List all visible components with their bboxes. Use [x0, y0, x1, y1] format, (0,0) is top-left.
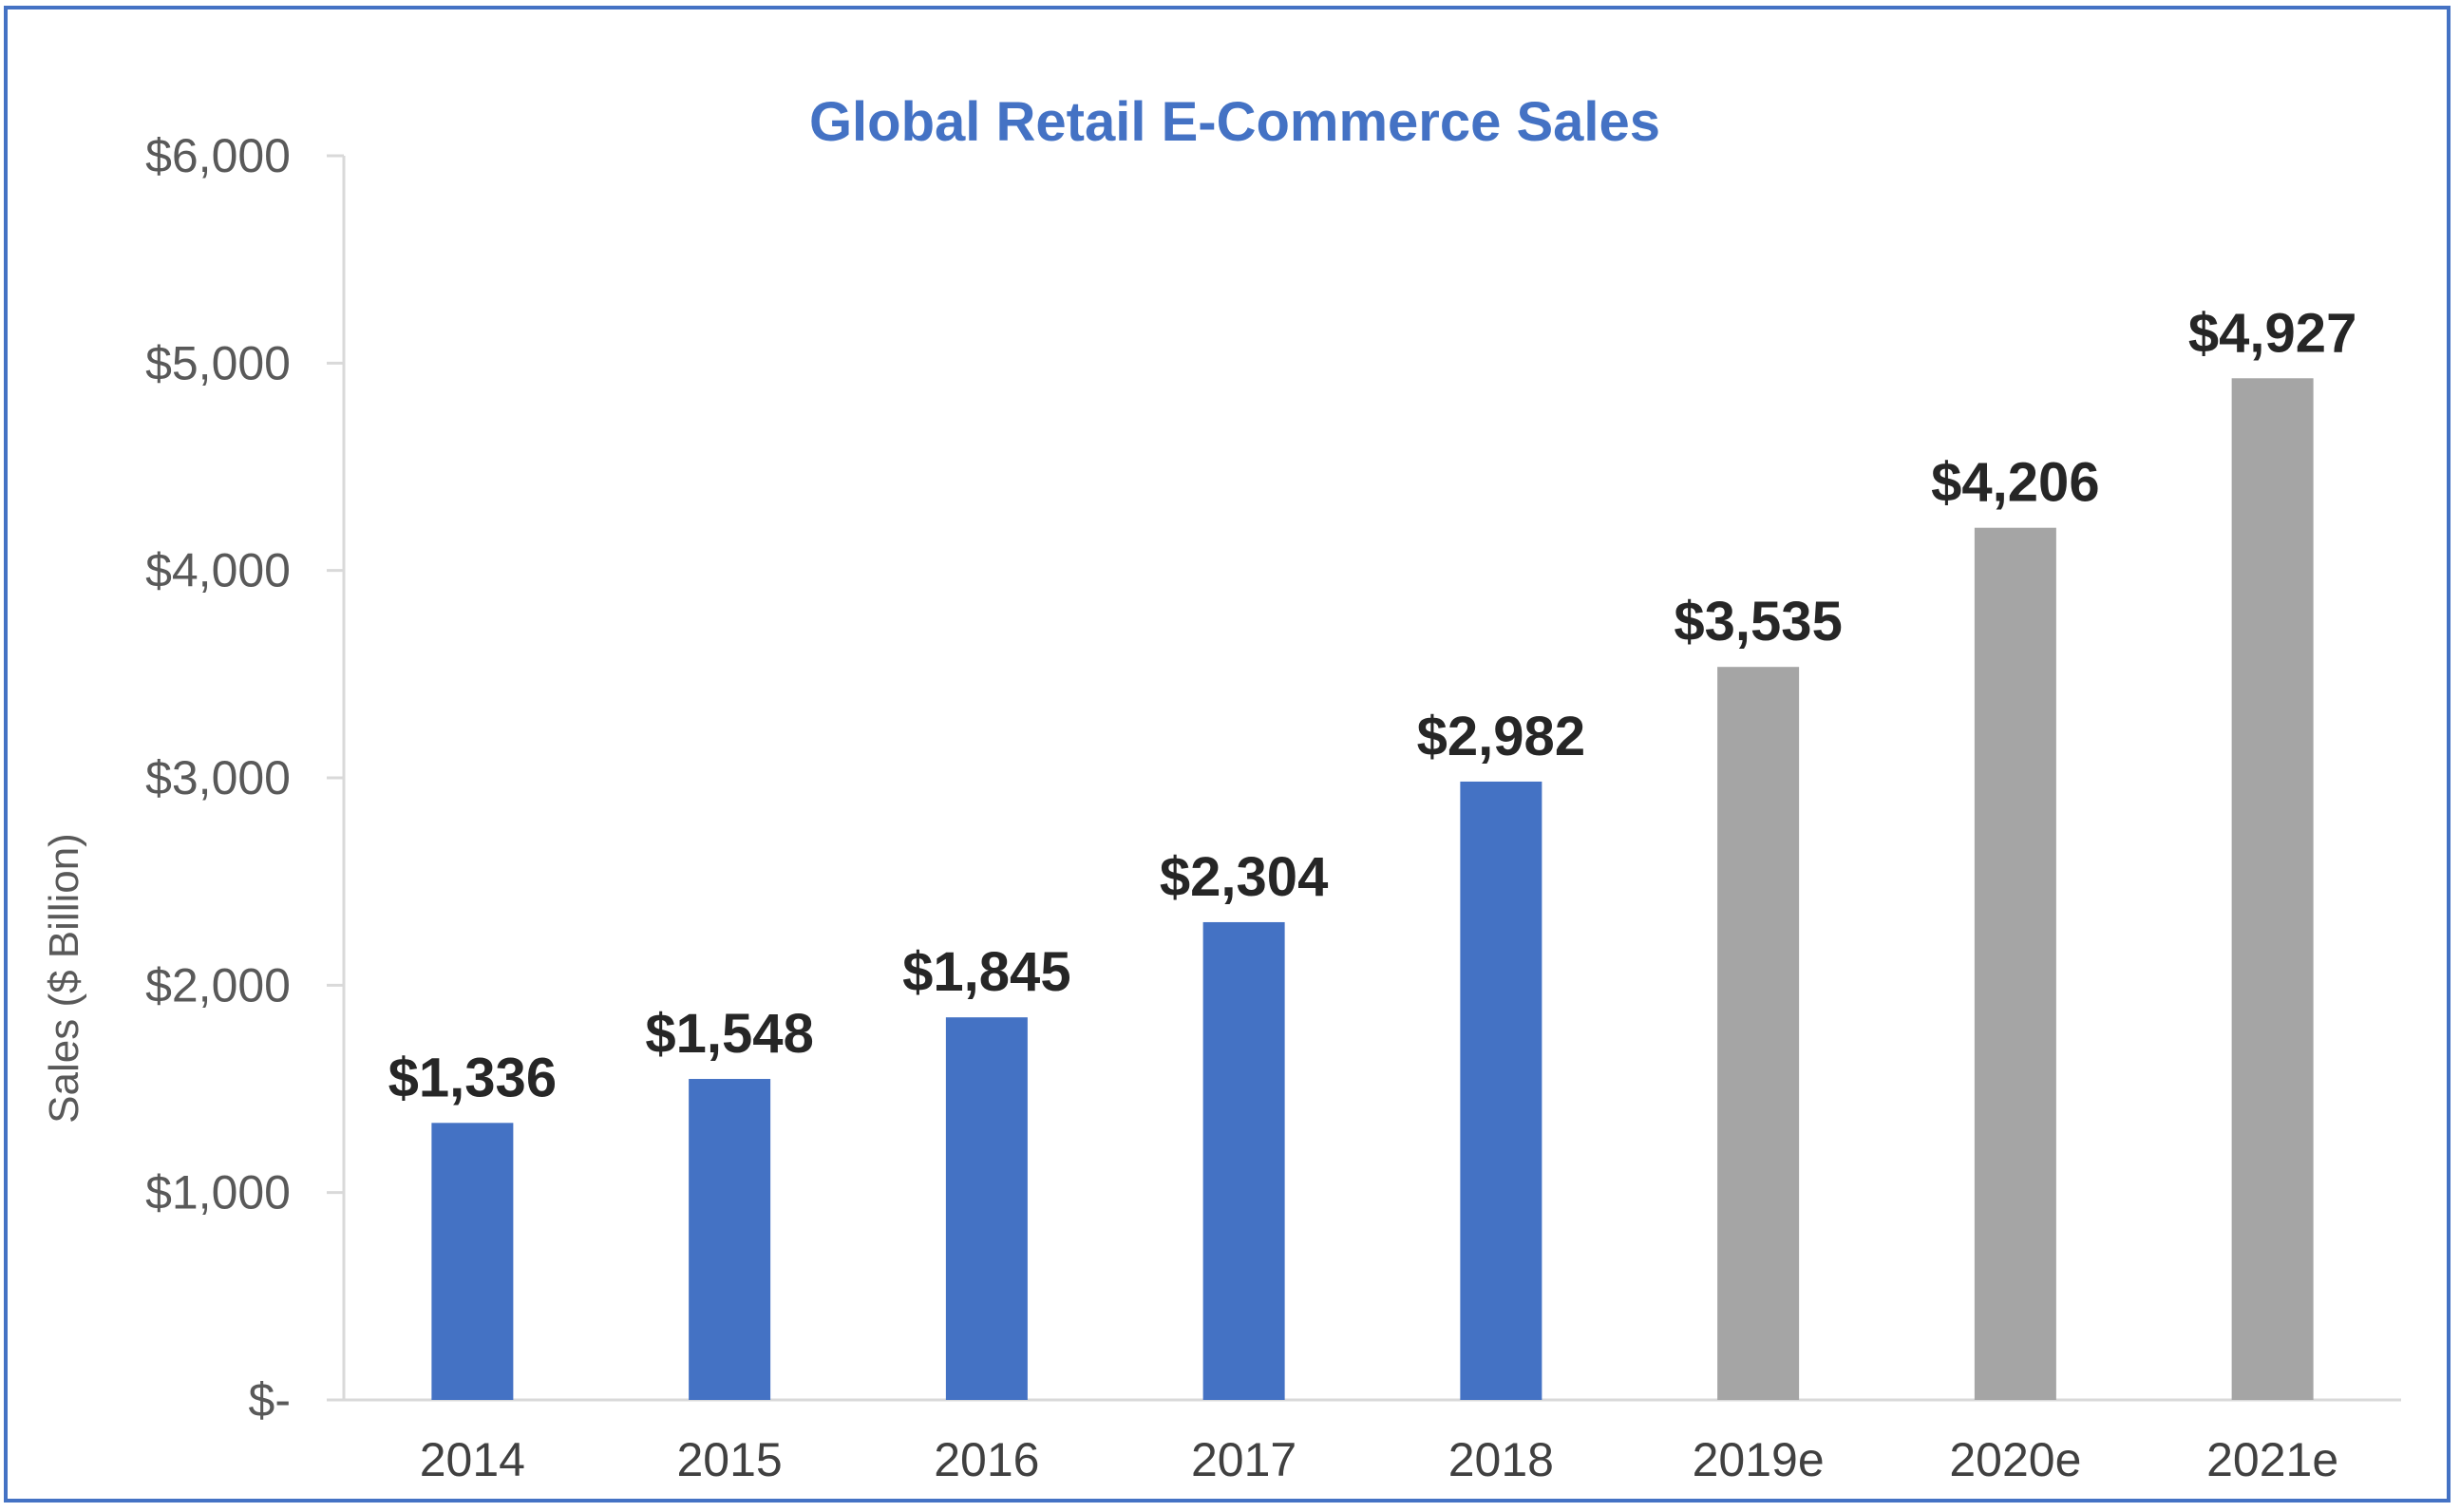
data-label: $1,548 [645, 1003, 813, 1065]
bar [431, 1123, 514, 1400]
x-category-label: 2017 [1191, 1433, 1296, 1486]
data-label: $4,206 [1931, 452, 2099, 514]
bar [2231, 378, 2314, 1400]
x-category-label: 2019e [1693, 1433, 1825, 1486]
x-category-label: 2016 [934, 1433, 1039, 1486]
data-labels: $1,336 $1,548 $1,845 $2,304 $2,982 $3,535 $4,2… [388, 302, 2357, 1108]
axes [327, 156, 2401, 1402]
bar [945, 1017, 1028, 1400]
data-label: $2,304 [1160, 846, 1328, 908]
data-label: $3,535 [1674, 591, 1842, 652]
y-tick-label: $4,000 [145, 544, 291, 597]
bar [1460, 781, 1542, 1400]
bar [1717, 667, 1800, 1400]
x-category-label: 2020e [1949, 1433, 2081, 1486]
y-tick-label: $5,000 [145, 336, 291, 389]
x-axis-categories: 2014 2015 2016 2017 2018 2019e 2020e 2021e [420, 1433, 2338, 1486]
y-tick-label: $- [249, 1373, 291, 1427]
y-axis-label: Sales ($ Billion) [41, 833, 87, 1124]
x-category-label: 2018 [1448, 1433, 1554, 1486]
x-category-label: 2021e [2206, 1433, 2338, 1486]
bar [689, 1079, 771, 1400]
y-axis-ticks: $- $1,000 $2,000 $3,000 $4,000 $5,000 $6,000 [145, 129, 344, 1427]
bars [431, 378, 2314, 1400]
bar [1202, 921, 1285, 1400]
y-tick-label: $3,000 [145, 751, 291, 804]
y-tick-label: $6,000 [145, 129, 291, 182]
y-tick-label: $2,000 [145, 958, 291, 1011]
data-label: $1,336 [388, 1047, 557, 1108]
data-label: $1,845 [902, 941, 1070, 1003]
data-label: $2,982 [1417, 706, 1585, 767]
y-tick-label: $1,000 [145, 1166, 291, 1219]
chart-title: Global Retail E-Commerce Sales [809, 91, 1660, 153]
x-category-label: 2014 [420, 1433, 525, 1486]
x-category-label: 2015 [677, 1433, 783, 1486]
data-label: $4,927 [2188, 302, 2356, 364]
bar [1974, 527, 2056, 1400]
